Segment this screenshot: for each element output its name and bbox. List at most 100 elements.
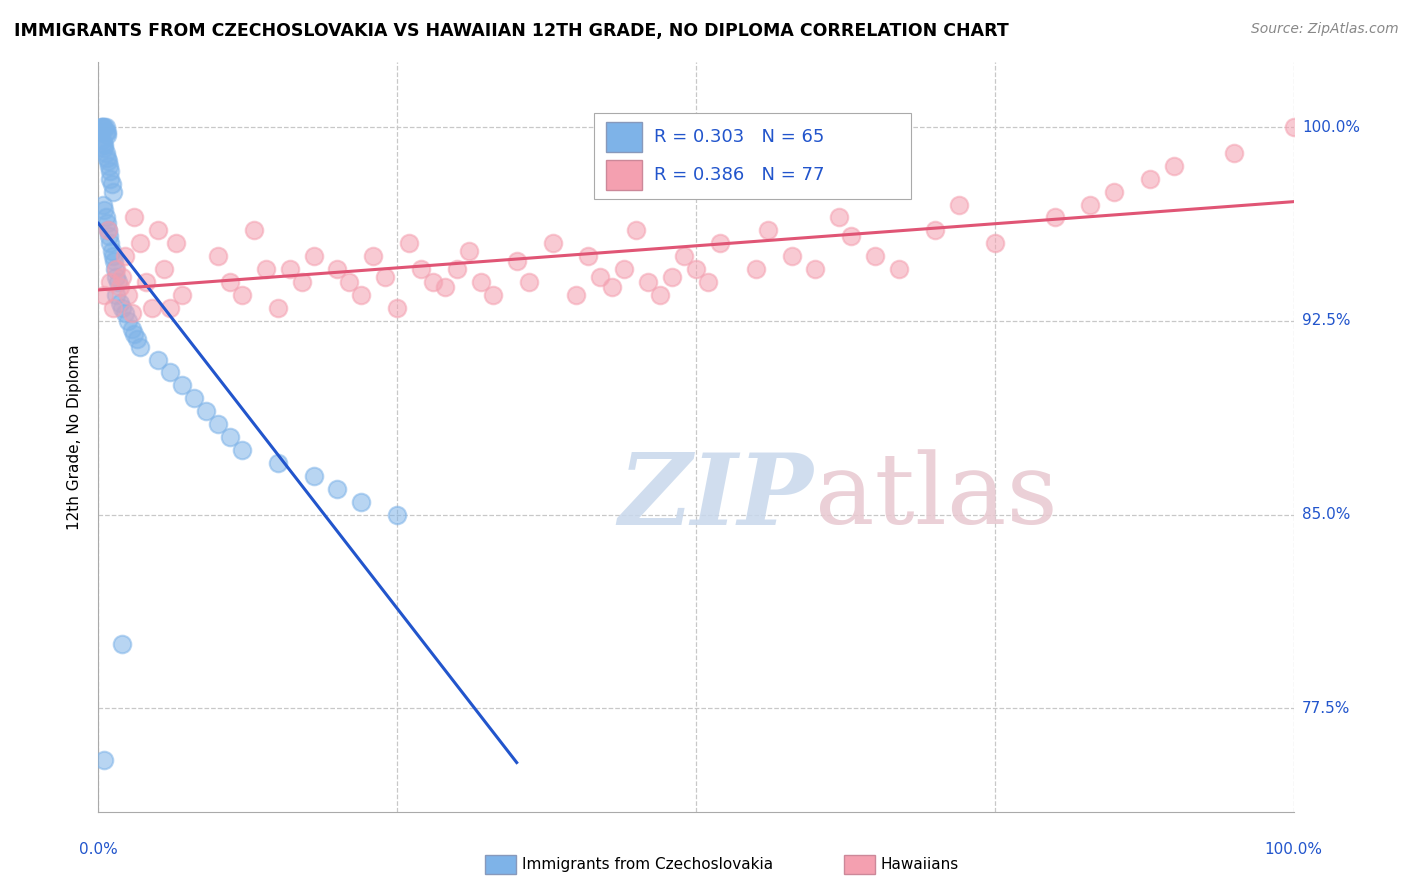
- Text: 77.5%: 77.5%: [1302, 701, 1350, 716]
- Text: Immigrants from Czechoslovakia: Immigrants from Czechoslovakia: [522, 857, 773, 871]
- Point: [243, 223, 266, 237]
- Point: [219, 430, 242, 444]
- Point: [93, 141, 115, 155]
- Point: [108, 295, 131, 310]
- Text: ZIP: ZIP: [619, 449, 813, 545]
- Text: atlas: atlas: [815, 450, 1059, 545]
- Point: [105, 269, 128, 284]
- Point: [101, 249, 124, 263]
- Point: [91, 136, 114, 150]
- Text: Source: ZipAtlas.com: Source: ZipAtlas.com: [1251, 22, 1399, 37]
- Text: Hawaiians: Hawaiians: [880, 857, 959, 871]
- Point: [148, 352, 170, 367]
- Point: [506, 254, 529, 268]
- Point: [93, 288, 115, 302]
- Point: [98, 228, 121, 243]
- Point: [841, 228, 863, 243]
- Point: [267, 456, 290, 470]
- Point: [254, 262, 277, 277]
- Point: [104, 262, 127, 277]
- Point: [411, 262, 433, 277]
- Point: [1043, 211, 1066, 225]
- Point: [98, 164, 122, 178]
- Point: [97, 223, 120, 237]
- Point: [1139, 171, 1161, 186]
- Point: [108, 280, 131, 294]
- Point: [1104, 185, 1126, 199]
- Point: [148, 223, 170, 237]
- Point: [125, 332, 148, 346]
- Point: [124, 211, 146, 225]
- Point: [159, 366, 181, 380]
- Point: [648, 288, 672, 302]
- Point: [422, 275, 444, 289]
- Text: 92.5%: 92.5%: [1302, 313, 1350, 328]
- Point: [96, 125, 118, 139]
- Point: [114, 306, 136, 320]
- Point: [589, 269, 612, 284]
- Point: [219, 275, 242, 289]
- Text: 0.0%: 0.0%: [79, 842, 118, 857]
- FancyBboxPatch shape: [595, 113, 911, 199]
- Point: [97, 223, 120, 237]
- Point: [231, 442, 253, 457]
- Point: [302, 249, 325, 263]
- Point: [117, 288, 139, 302]
- Point: [121, 306, 143, 320]
- Point: [105, 288, 128, 302]
- Text: 100.0%: 100.0%: [1302, 120, 1360, 135]
- Point: [865, 249, 887, 263]
- Point: [697, 275, 720, 289]
- Point: [1223, 145, 1246, 160]
- Point: [434, 280, 457, 294]
- Point: [828, 211, 851, 225]
- Point: [541, 236, 564, 251]
- Text: IMMIGRANTS FROM CZECHOSLOVAKIA VS HAWAIIAN 12TH GRADE, NO DIPLOMA CORRELATION CH: IMMIGRANTS FROM CZECHOSLOVAKIA VS HAWAII…: [14, 22, 1010, 40]
- Point: [172, 378, 194, 392]
- Point: [98, 236, 122, 251]
- Point: [94, 120, 117, 134]
- Point: [107, 275, 129, 289]
- Text: R = 0.386   N = 77: R = 0.386 N = 77: [654, 166, 825, 184]
- Point: [129, 236, 152, 251]
- Point: [780, 249, 803, 263]
- Point: [231, 288, 253, 302]
- Point: [326, 262, 349, 277]
- Point: [350, 288, 373, 302]
- Bar: [606, 122, 643, 153]
- Point: [291, 275, 314, 289]
- Point: [98, 275, 122, 289]
- Point: [96, 128, 118, 142]
- Point: [517, 275, 540, 289]
- Point: [889, 262, 911, 277]
- Text: 100.0%: 100.0%: [1264, 842, 1323, 857]
- Point: [172, 288, 194, 302]
- Point: [103, 254, 125, 268]
- Point: [100, 177, 122, 191]
- Point: [93, 138, 115, 153]
- Point: [1282, 120, 1305, 134]
- Point: [637, 275, 659, 289]
- Point: [278, 262, 301, 277]
- Point: [363, 249, 385, 263]
- Point: [745, 262, 768, 277]
- Point: [183, 392, 205, 406]
- Point: [114, 249, 136, 263]
- Point: [111, 269, 134, 284]
- Point: [385, 508, 409, 522]
- Point: [91, 197, 114, 211]
- Text: R = 0.303   N = 65: R = 0.303 N = 65: [654, 128, 824, 146]
- Point: [470, 275, 492, 289]
- Point: [94, 145, 117, 160]
- Point: [804, 262, 827, 277]
- Point: [98, 159, 121, 173]
- Point: [339, 275, 361, 289]
- Point: [94, 125, 117, 139]
- Point: [709, 236, 731, 251]
- Point: [96, 216, 118, 230]
- Text: 85.0%: 85.0%: [1302, 507, 1350, 522]
- Point: [374, 269, 396, 284]
- Point: [267, 301, 290, 315]
- Point: [96, 151, 118, 165]
- Point: [350, 494, 373, 508]
